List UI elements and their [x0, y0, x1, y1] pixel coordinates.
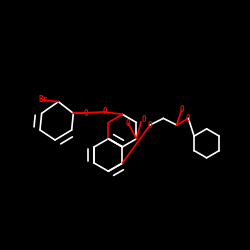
Text: O: O [126, 119, 131, 128]
Text: O: O [148, 120, 152, 130]
Text: O: O [84, 109, 88, 118]
Text: O: O [102, 108, 107, 116]
Text: O: O [141, 115, 146, 124]
Text: O: O [186, 114, 191, 123]
Text: O: O [179, 106, 184, 114]
Text: Br: Br [39, 96, 48, 104]
